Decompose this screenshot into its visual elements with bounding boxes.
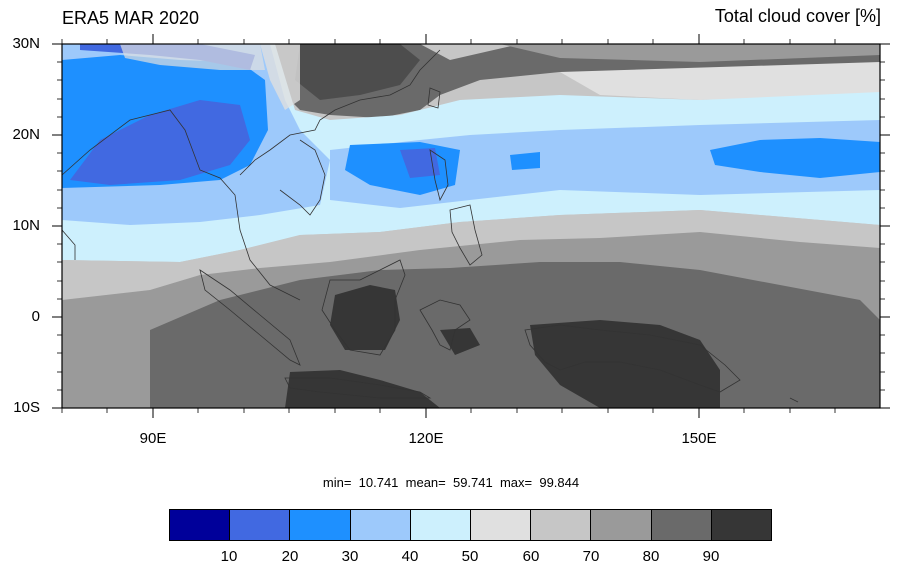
field-statistics: min= 10.741 mean= 59.741 max= 99.844: [322, 475, 580, 490]
axis-ticks: [52, 34, 890, 418]
colorbar-box: [410, 510, 472, 540]
colorbar-box: [531, 510, 592, 540]
colorbar-box: [350, 510, 411, 540]
lat-label-30n: 30N: [12, 35, 40, 52]
colorbar-label: 40: [401, 548, 419, 565]
colorbar-label: 60: [522, 548, 540, 565]
colorbar-box: [711, 510, 772, 540]
minor-ticks: [57, 39, 885, 413]
colorbar-box: [230, 510, 291, 540]
colorbar-box: [290, 510, 351, 540]
colorbar-box: [170, 510, 231, 540]
colorbar: [169, 509, 772, 541]
variable-title: Total cloud cover [%]: [714, 6, 881, 26]
colorbar-label: 70: [582, 548, 600, 565]
lon-label-90e: 90E: [139, 430, 167, 447]
colorbar-label: 50: [461, 548, 479, 565]
colorbar-label: 90: [702, 548, 720, 565]
colorbar-label: 30: [341, 548, 359, 565]
lon-label-150e: 150E: [681, 430, 717, 447]
coastlines: [62, 49, 799, 403]
cloud-cover-field: [62, 44, 880, 408]
colorbar-box: [651, 510, 712, 540]
map-title: ERA5 MAR 2020: [62, 8, 200, 28]
lat-label-10s: 10S: [13, 399, 40, 416]
lon-label-120e: 120E: [408, 430, 444, 447]
lat-label-10n: 10N: [12, 217, 40, 234]
lat-label-20n: 20N: [12, 126, 40, 143]
colorbar-label: 80: [642, 548, 660, 565]
colorbar-label: 20: [281, 548, 299, 565]
colorbar-box: [471, 510, 532, 540]
lat-label-0: 0: [31, 308, 40, 325]
colorbar-box: [591, 510, 652, 540]
colorbar-label: 10: [220, 548, 238, 565]
